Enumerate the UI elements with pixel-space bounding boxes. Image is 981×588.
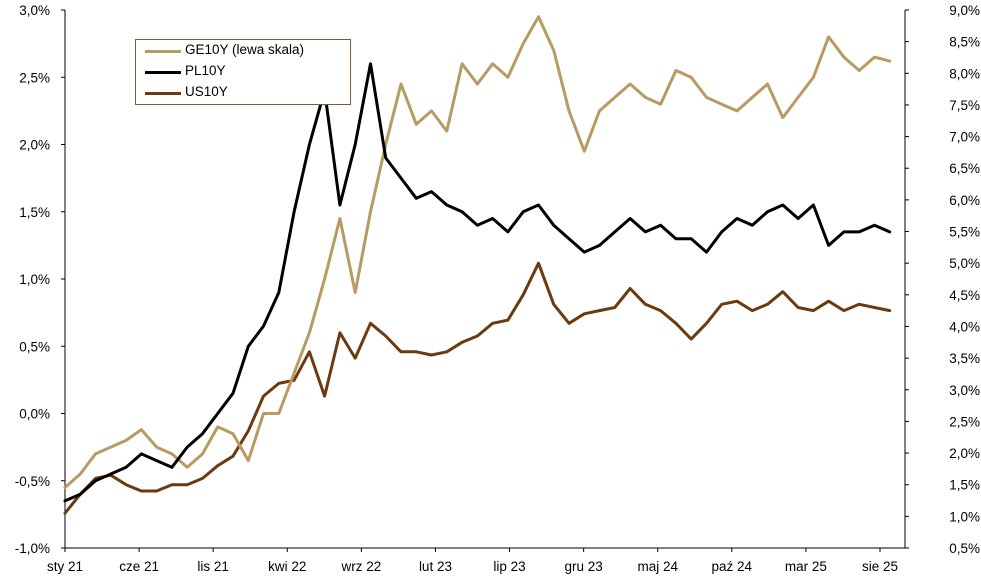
- left-axis: -1,0% -0,5% 0,0% 0,5% 1,0% 1,5% 2,0% 2,5% 3,0%: [15, 3, 66, 556]
- x-tick-label: mar 25: [785, 559, 827, 574]
- right-axis: 0,5% 1,0% 1,5% 2,0% 2,5% 3,0% 3,5% 4,0% 4,5% 5,0%…: [904, 3, 980, 556]
- left-tick-label: 1,5%: [19, 205, 50, 220]
- x-tick-label: lis 21: [197, 559, 229, 574]
- right-tick-label: 1,5%: [949, 478, 980, 493]
- x-tick-label: lip 23: [493, 559, 525, 574]
- x-tick-label: gru 23: [564, 559, 602, 574]
- left-tick-label: -0,5%: [15, 474, 50, 489]
- right-tick-label: 2,5%: [949, 414, 980, 429]
- legend-label-ge10y: GE10Y (lewa skala): [185, 42, 305, 57]
- right-tick-label: 4,5%: [949, 288, 980, 303]
- left-tick-label: 2,0%: [19, 138, 50, 153]
- right-tick-label: 1,0%: [949, 509, 980, 524]
- right-tick-label: 6,0%: [949, 193, 980, 208]
- left-tick-label: 0,5%: [19, 339, 50, 354]
- legend-swatch-ge10y: [145, 50, 181, 53]
- series-line-ge10y: [63, 15, 892, 489]
- left-tick-label: 0,0%: [19, 407, 50, 422]
- x-tick-label: sie 25: [862, 559, 898, 574]
- x-tick-label: paź 24: [712, 559, 753, 574]
- series-line-pl10y: [63, 62, 892, 503]
- right-tick-label: 7,0%: [949, 130, 980, 145]
- right-tick-label: 8,5%: [949, 35, 980, 50]
- left-tick-label: 3,0%: [19, 3, 50, 18]
- x-tick-label: wrz 22: [340, 559, 381, 574]
- left-tick-label: 1,0%: [19, 272, 50, 287]
- right-tick-label: 5,0%: [949, 256, 980, 271]
- x-tick-label: lut 23: [419, 559, 452, 574]
- legend-item-pl10y: PL10Y: [136, 63, 350, 81]
- right-tick-label: 6,5%: [949, 161, 980, 176]
- right-tick-label: 4,0%: [949, 319, 980, 334]
- right-tick-label: 3,0%: [949, 383, 980, 398]
- right-tick-label: 7,5%: [949, 98, 980, 113]
- legend-swatch-pl10y: [145, 71, 181, 74]
- right-tick-label: 3,5%: [949, 351, 980, 366]
- x-tick-label: kwi 22: [268, 559, 306, 574]
- right-tick-label: 5,5%: [949, 225, 980, 240]
- right-tick-label: 8,0%: [949, 66, 980, 81]
- legend-item-ge10y: GE10Y (lewa skala): [136, 42, 350, 60]
- x-tick-label: maj 24: [637, 559, 678, 574]
- legend-item-us10y: US10Y: [136, 84, 350, 102]
- left-tick-label: 2,5%: [19, 70, 50, 85]
- right-tick-label: 9,0%: [949, 3, 980, 18]
- legend: GE10Y (lewa skala) PL10Y US10Y: [135, 39, 351, 105]
- x-tick-label: cze 21: [119, 559, 159, 574]
- x-tick-label: sty 21: [47, 559, 83, 574]
- series-layer: [63, 15, 892, 515]
- legend-label-us10y: US10Y: [185, 84, 228, 99]
- right-tick-label: 2,0%: [949, 446, 980, 461]
- series-line-us10y: [63, 261, 892, 515]
- left-tick-label: -1,0%: [15, 541, 50, 556]
- legend-label-pl10y: PL10Y: [185, 63, 226, 78]
- right-tick-label: 0,5%: [949, 541, 980, 556]
- x-axis: sty 21 cze 21 lis 21 kwi 22 wrz 22 lut 23 lip …: [47, 547, 905, 574]
- legend-swatch-us10y: [145, 92, 181, 95]
